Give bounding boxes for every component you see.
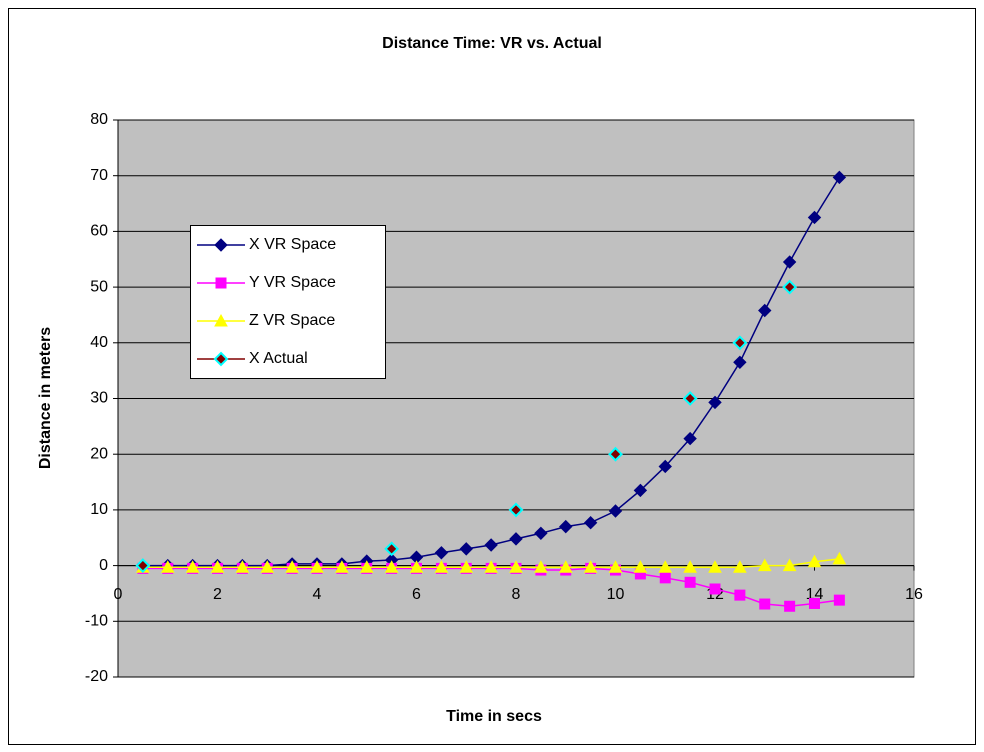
marker — [732, 335, 748, 351]
y-axis-label: Distance in meters — [37, 327, 54, 469]
marker — [782, 558, 797, 572]
x-tick-label: 2 — [213, 586, 222, 603]
marker — [608, 504, 623, 518]
marker — [213, 351, 229, 367]
marker — [260, 560, 275, 573]
marker — [384, 560, 399, 573]
y-tick-label: 0 — [99, 557, 108, 574]
marker — [335, 560, 349, 573]
y-tick-label: 60 — [90, 223, 108, 240]
marker — [434, 560, 449, 573]
marker — [583, 516, 598, 530]
x-axis-label: Time in secs — [446, 708, 542, 725]
x-tick-label: 10 — [607, 586, 625, 603]
marker — [235, 560, 250, 573]
x-tick-label: 8 — [512, 586, 521, 603]
marker — [757, 558, 772, 572]
y-tick-label: -10 — [85, 613, 108, 630]
marker — [484, 560, 498, 573]
y-tick-label: -20 — [85, 668, 108, 685]
marker — [459, 542, 473, 556]
legend-label: X Actual — [249, 350, 308, 367]
marker — [608, 560, 623, 573]
marker — [534, 526, 548, 541]
y-tick-label: 50 — [90, 278, 108, 295]
marker — [784, 600, 796, 612]
marker — [310, 560, 324, 573]
marker — [359, 560, 374, 573]
marker — [509, 532, 523, 546]
legend-label: X VR Space — [249, 236, 336, 253]
marker — [285, 560, 299, 573]
marker — [833, 594, 845, 606]
marker — [459, 560, 474, 573]
marker — [658, 459, 672, 474]
marker — [214, 238, 228, 252]
y-tick-label: 80 — [90, 111, 108, 128]
marker — [708, 395, 722, 410]
marker — [658, 560, 673, 573]
marker — [708, 560, 722, 573]
marker — [782, 255, 797, 269]
marker — [434, 546, 449, 560]
marker — [559, 519, 573, 534]
marker — [807, 210, 822, 225]
y-tick-label: 20 — [90, 445, 108, 462]
marker — [683, 431, 697, 446]
marker — [484, 538, 498, 552]
marker — [633, 483, 648, 498]
x-tick-label: 6 — [412, 586, 421, 603]
legend-label: Z VR Space — [249, 312, 335, 329]
legend: X VR Space Y VR Space Z VR Space X Actual — [190, 225, 386, 379]
marker — [210, 560, 225, 573]
marker — [583, 560, 598, 573]
marker — [508, 502, 524, 518]
marker — [807, 554, 822, 568]
marker — [733, 560, 747, 573]
y-tick-label: 70 — [90, 167, 108, 184]
marker — [659, 572, 671, 584]
marker — [709, 583, 721, 595]
y-tick-label: 10 — [90, 501, 108, 518]
marker — [734, 589, 746, 601]
legend-box — [190, 225, 386, 379]
marker — [215, 277, 227, 289]
x-tick-label: 16 — [905, 586, 923, 603]
marker — [684, 576, 696, 588]
marker — [509, 560, 523, 573]
marker — [809, 597, 820, 609]
marker — [608, 446, 623, 462]
marker — [782, 279, 798, 295]
x-tick-label: 4 — [313, 586, 322, 603]
x-tick-label: 0 — [114, 586, 123, 603]
marker — [832, 551, 847, 565]
marker — [758, 303, 772, 318]
y-tick-label: 30 — [90, 390, 108, 407]
legend-label: Y VR Space — [249, 274, 336, 291]
marker — [733, 355, 747, 370]
marker — [135, 558, 151, 574]
marker — [384, 541, 400, 557]
marker — [160, 560, 175, 573]
marker — [683, 560, 697, 573]
marker — [633, 560, 648, 573]
marker — [759, 598, 771, 610]
marker — [534, 560, 548, 573]
marker — [214, 313, 228, 327]
marker — [832, 170, 847, 185]
marker — [185, 560, 200, 573]
marker — [682, 391, 698, 406]
y-tick-label: 40 — [90, 334, 108, 351]
chart-title: Distance Time: VR vs. Actual — [382, 35, 602, 52]
marker — [409, 560, 424, 573]
marker — [558, 560, 573, 573]
